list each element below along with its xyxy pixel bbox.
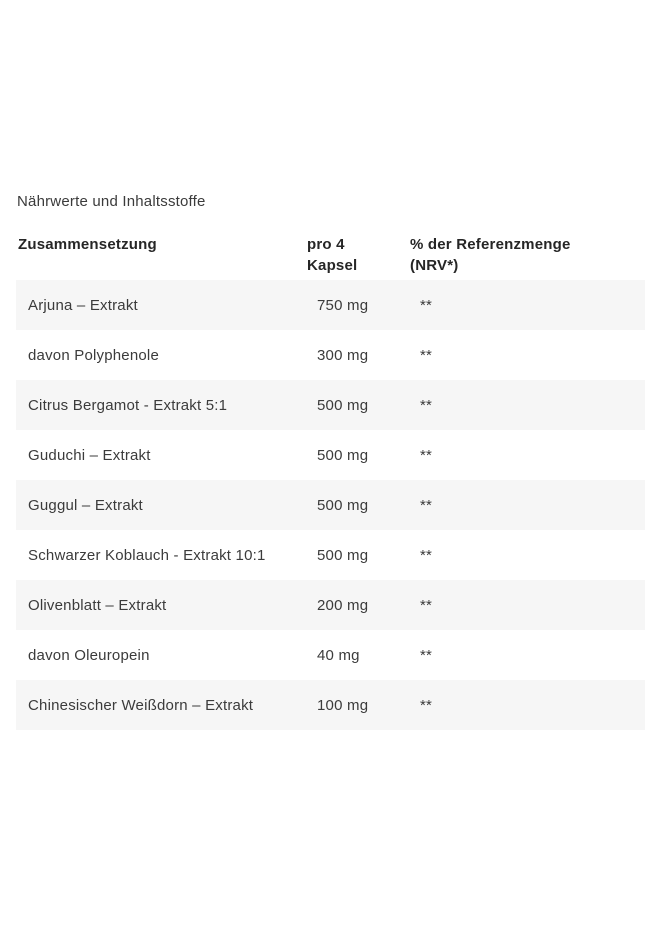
ingredient-name: Guduchi – Extrakt (28, 446, 151, 464)
nutrition-table: Zusammensetzung pro 4 Kapsel % der Refer… (16, 234, 645, 730)
ingredient-nrv: ** (420, 696, 433, 714)
ingredient-amount: 500 mg (317, 396, 369, 414)
table-row: Schwarzer Koblauch - Extrakt 10:1 500 mg… (16, 530, 645, 580)
ingredient-nrv: ** (420, 446, 433, 464)
table-row: Guggul – Extrakt 500 mg ** (16, 480, 645, 530)
ingredient-name: davon Oleuropein (28, 646, 150, 664)
table-row: Guduchi – Extrakt 500 mg ** (16, 430, 645, 480)
ingredient-amount: 500 mg (317, 446, 369, 464)
table-row: davon Oleuropein 40 mg ** (16, 630, 645, 680)
ingredient-nrv: ** (420, 496, 433, 514)
ingredient-name: Chinesischer Weißdorn – Extrakt (28, 696, 254, 714)
table-row: Olivenblatt – Extrakt 200 mg ** (16, 580, 645, 630)
ingredient-nrv: ** (420, 346, 433, 364)
table-row: Chinesischer Weißdorn – Extrakt 100 mg *… (16, 680, 645, 730)
ingredient-nrv: ** (420, 646, 433, 664)
ingredient-amount: 300 mg (317, 346, 369, 364)
table-header-row: Zusammensetzung pro 4 Kapsel % der Refer… (16, 234, 645, 280)
table-row: Arjuna – Extrakt 750 mg ** (16, 280, 645, 330)
header-composition: Zusammensetzung (18, 236, 157, 253)
ingredient-name: Arjuna – Extrakt (28, 296, 138, 314)
nutrition-facts-page: Nährwerte und Inhaltsstoffe Zusammensetz… (0, 191, 645, 936)
ingredient-nrv: ** (420, 596, 433, 614)
ingredient-amount: 100 mg (317, 696, 369, 714)
header-per-serving: pro 4 Kapsel (307, 236, 358, 274)
ingredient-name: Olivenblatt – Extrakt (28, 596, 167, 614)
ingredient-nrv: ** (420, 396, 433, 414)
ingredient-amount: 750 mg (317, 296, 369, 314)
ingredient-name: Guggul – Extrakt (28, 496, 143, 514)
ingredient-name: Schwarzer Koblauch - Extrakt 10:1 (28, 546, 266, 564)
ingredient-nrv: ** (420, 296, 433, 314)
section-title: Nährwerte und Inhaltsstoffe (17, 193, 206, 210)
table-row: davon Polyphenole 300 mg ** (16, 330, 645, 380)
table-row: Citrus Bergamot - Extrakt 5:1 500 mg ** (16, 380, 645, 430)
ingredient-amount: 500 mg (317, 546, 369, 564)
header-nrv: % der Referenzmenge (NRV*) (410, 236, 571, 274)
ingredient-name: Citrus Bergamot - Extrakt 5:1 (28, 396, 228, 414)
ingredient-amount: 500 mg (317, 496, 369, 514)
ingredient-name: davon Polyphenole (28, 346, 160, 364)
ingredient-nrv: ** (420, 546, 433, 564)
ingredient-amount: 40 mg (317, 646, 360, 664)
ingredient-amount: 200 mg (317, 596, 369, 614)
